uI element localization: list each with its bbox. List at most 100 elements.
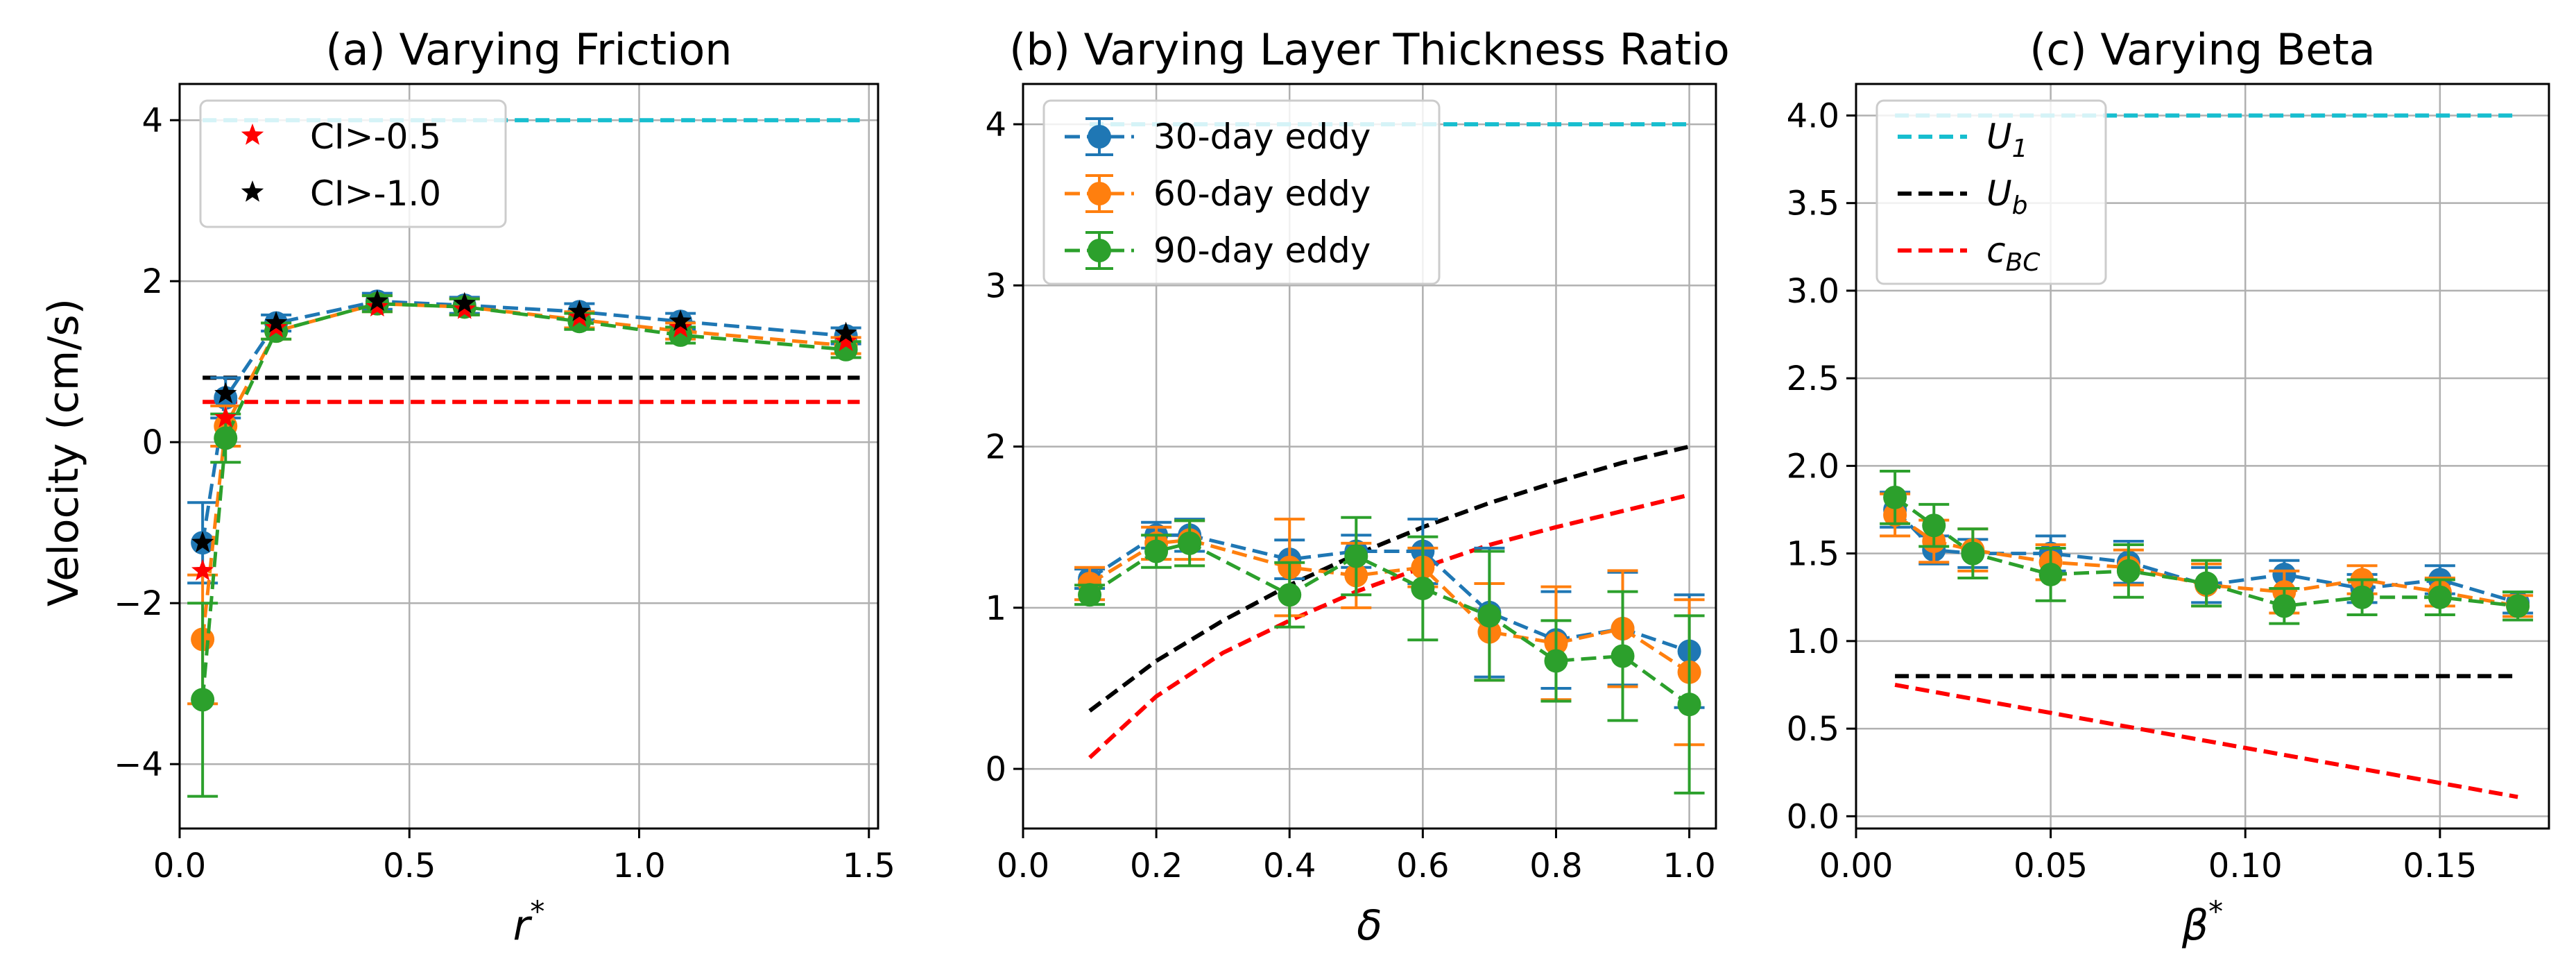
data-point bbox=[1078, 583, 1102, 607]
legend-item: 60-day eddy bbox=[1065, 173, 1371, 214]
legend-label-main: c bbox=[1986, 230, 2006, 271]
series-line bbox=[1088, 541, 1691, 706]
axes-frame bbox=[178, 83, 879, 830]
legend-label-main: CI>-1.0 bbox=[310, 173, 441, 214]
legend-star-icon bbox=[241, 124, 264, 145]
data-point bbox=[1677, 693, 1701, 717]
data-point bbox=[1178, 531, 1202, 555]
legend-box bbox=[1875, 99, 2107, 285]
legend-label: cBC bbox=[1986, 230, 2041, 277]
x-tick-label: 1.0 bbox=[612, 847, 665, 885]
data-point bbox=[1961, 541, 1985, 566]
data-point bbox=[2038, 562, 2063, 586]
data-point bbox=[1883, 485, 1907, 509]
legend-star-icon bbox=[241, 180, 264, 202]
y-tick-label: 3.5 bbox=[1787, 185, 1839, 223]
axes-frame bbox=[1022, 83, 1717, 830]
y-tick-label: 2.5 bbox=[1787, 359, 1839, 398]
legend-label-main: 60-day eddy bbox=[1153, 173, 1371, 214]
x-tick-label: 0.0 bbox=[997, 847, 1049, 885]
data-point bbox=[2350, 585, 2374, 609]
data-point bbox=[214, 426, 238, 450]
series-60-day-eddy bbox=[187, 291, 861, 706]
series-line bbox=[1894, 513, 2518, 608]
panel-a: 0.0 0.5 1.0 1.5 −4 −2 0 2 4 (a) Varying Friction r… bbox=[114, 24, 895, 950]
legend: CI>-0.5 CI>-1.0 bbox=[199, 99, 507, 228]
series-line bbox=[200, 302, 846, 700]
series-90-day-eddy bbox=[187, 291, 861, 798]
x-axis-label: r* bbox=[513, 894, 545, 950]
data-point bbox=[191, 688, 215, 712]
x-axis-label-main: δ bbox=[1357, 901, 1382, 950]
legend-label-main: CI>-0.5 bbox=[310, 117, 441, 157]
legend-item: U1 bbox=[1898, 117, 2028, 163]
axes-frame bbox=[1855, 83, 2550, 830]
star-marker bbox=[214, 382, 237, 404]
data-point bbox=[1922, 513, 1946, 538]
data-point bbox=[1544, 649, 1568, 673]
data-point bbox=[2272, 594, 2296, 618]
series-90-day-eddy bbox=[1880, 469, 2534, 625]
x-tick-label: 0.8 bbox=[1529, 847, 1582, 885]
star-marker bbox=[568, 300, 591, 321]
legend-label-main: U bbox=[1986, 117, 2012, 157]
series-line bbox=[200, 299, 846, 543]
data-point bbox=[1611, 644, 1635, 668]
x-tick-label: 0.00 bbox=[1819, 847, 1894, 885]
y-tick-label: 3.0 bbox=[1787, 272, 1839, 311]
y-tick-label: 3 bbox=[985, 266, 1006, 305]
star-marker bbox=[669, 316, 692, 338]
legend-label: 60-day eddy bbox=[1153, 173, 1371, 214]
legend-box bbox=[1042, 99, 1441, 285]
legend-item: CI>-1.0 bbox=[241, 173, 441, 214]
legend-label: 90-day eddy bbox=[1153, 230, 1371, 271]
x-tick-label: 0.4 bbox=[1263, 847, 1316, 885]
series-90-day-eddy bbox=[1074, 516, 1705, 795]
y-tick-label: 2 bbox=[141, 262, 163, 301]
y-tick-label: 4 bbox=[141, 101, 163, 140]
legend-label: CI>-1.0 bbox=[310, 173, 441, 214]
series-line bbox=[200, 302, 846, 640]
y-tick-label: 1.5 bbox=[1787, 535, 1839, 574]
y-tick-label: 2.0 bbox=[1787, 447, 1839, 486]
panel-b: 0.0 0.2 0.4 0.6 0.8 1.0 0 1 2 3 4(b) Varying Layer… bbox=[985, 24, 1729, 950]
data-point bbox=[2506, 594, 2530, 618]
legend-label-subscript: b bbox=[2012, 192, 2028, 220]
data-point bbox=[2116, 559, 2140, 583]
y-tick-label: −4 bbox=[114, 745, 163, 784]
series-line bbox=[1894, 508, 2518, 604]
legend-item: CI>-0.5 bbox=[241, 117, 441, 157]
legend-label: Ub bbox=[1986, 173, 2027, 220]
y-tick-label: 1 bbox=[985, 589, 1006, 628]
x-tick-label: 1.5 bbox=[843, 847, 895, 885]
x-tick-label: 0.2 bbox=[1130, 847, 1183, 885]
legend-marker-icon bbox=[1088, 182, 1111, 205]
x-axis-label-superscript: * bbox=[2208, 894, 2223, 928]
data-point bbox=[834, 337, 858, 362]
x-axis-label-superscript: * bbox=[530, 894, 544, 928]
legend-marker-icon bbox=[1088, 125, 1111, 148]
legend-item: cBC bbox=[1898, 230, 2041, 277]
legend-label-main: U bbox=[1986, 173, 2012, 214]
x-axis-label: δ bbox=[1357, 901, 1382, 950]
legend-label: CI>-0.5 bbox=[310, 117, 441, 157]
legend-item: 30-day eddy bbox=[1065, 117, 1371, 157]
legend-marker-icon bbox=[1088, 239, 1111, 262]
reference-line-ub bbox=[1088, 444, 1690, 713]
legend-label-subscript: 1 bbox=[2012, 135, 2028, 163]
figure-y-axis-label: Velocity (cm/s) bbox=[40, 298, 88, 606]
reference-line-cbc bbox=[1894, 683, 2518, 799]
x-tick-label: 0.0 bbox=[153, 847, 206, 885]
star-marker bbox=[669, 309, 692, 331]
x-tick-label: 1.0 bbox=[1663, 847, 1715, 885]
panel-title: (a) Varying Friction bbox=[325, 24, 732, 75]
legend-item: 90-day eddy bbox=[1065, 230, 1371, 271]
x-tick-label: 0.15 bbox=[2403, 847, 2477, 885]
y-tick-label: 0 bbox=[985, 750, 1006, 789]
series-30-day-eddy bbox=[187, 289, 861, 585]
star-marker bbox=[453, 291, 476, 314]
legend-box bbox=[199, 99, 507, 228]
x-tick-label: 0.05 bbox=[2013, 847, 2088, 885]
legend-label: U1 bbox=[1986, 117, 2028, 163]
